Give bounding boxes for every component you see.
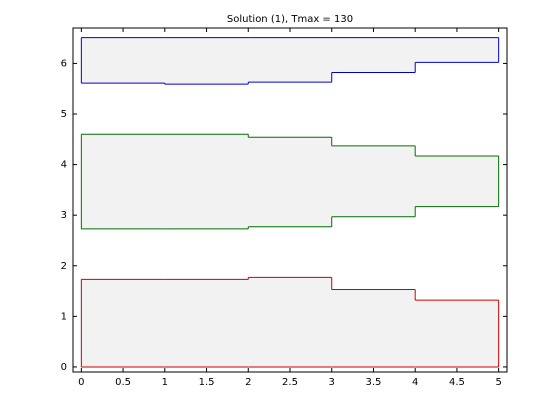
band-fill bbox=[414, 155, 499, 207]
y-tick-label: 0 bbox=[61, 362, 67, 373]
x-tick-label: 3.5 bbox=[366, 377, 382, 388]
band-fill bbox=[331, 37, 416, 73]
y-tick-label: 3 bbox=[61, 210, 67, 221]
x-tick-label: 1 bbox=[162, 377, 168, 388]
y-tick-label: 6 bbox=[61, 58, 67, 69]
x-tick-label: 1.5 bbox=[199, 377, 215, 388]
band-fill bbox=[164, 37, 249, 85]
band-fill bbox=[414, 37, 499, 63]
band-fill bbox=[247, 37, 333, 83]
band-fill bbox=[331, 289, 416, 368]
chart-title: Solution (1), Tmax = 130 bbox=[227, 14, 353, 25]
x-tick-label: 4 bbox=[412, 377, 418, 388]
y-tick-label: 4 bbox=[61, 160, 67, 171]
band-fill bbox=[81, 279, 166, 368]
band-fill bbox=[247, 136, 333, 228]
band-fill bbox=[247, 277, 333, 368]
x-tick-label: 5 bbox=[495, 377, 501, 388]
band-fill bbox=[81, 37, 166, 84]
y-tick-label: 5 bbox=[61, 109, 67, 120]
band-fill bbox=[81, 133, 166, 230]
band-fill bbox=[164, 133, 249, 230]
x-tick-label: 2 bbox=[245, 377, 251, 388]
x-tick-label: 0.5 bbox=[115, 377, 131, 388]
y-tick-label: 2 bbox=[61, 261, 67, 272]
band-fill bbox=[331, 145, 416, 217]
band-fill bbox=[164, 279, 249, 368]
x-tick-label: 4.5 bbox=[449, 377, 465, 388]
y-tick-label: 1 bbox=[61, 311, 67, 322]
x-tick-label: 0 bbox=[78, 377, 84, 388]
x-tick-label: 2.5 bbox=[282, 377, 298, 388]
x-tick-label: 3 bbox=[329, 377, 335, 388]
band-fill bbox=[414, 299, 499, 368]
